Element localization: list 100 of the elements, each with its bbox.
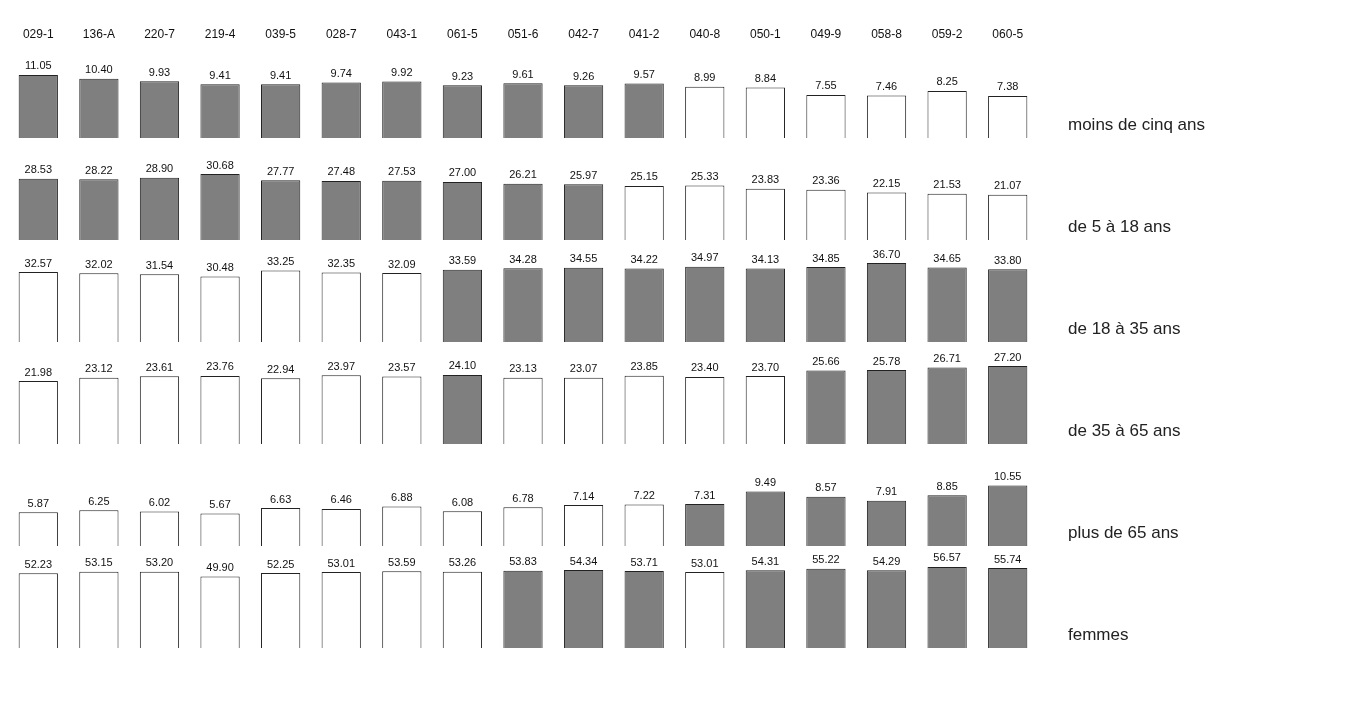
data-label: 6.63 [269, 492, 292, 505]
data-label: 5.67 [209, 498, 231, 511]
data-label: 53.26 [448, 556, 477, 569]
data-label: 7.14 [572, 489, 595, 502]
data-label: 6.88 [391, 491, 413, 504]
data-label: 8.57 [815, 481, 837, 494]
data-label: 52.23 [24, 557, 53, 570]
data-label: 26.71 [933, 351, 961, 364]
data-label: 33.80 [993, 253, 1022, 266]
data-label: 54.31 [751, 554, 780, 567]
data-label: 6.78 [512, 491, 534, 504]
data-label: 9.41 [209, 68, 231, 81]
data-label: 27.53 [388, 165, 416, 178]
data-label: 27.00 [448, 166, 477, 179]
text: moins de cinq ans [1068, 115, 1206, 135]
data-label: 32.09 [388, 257, 416, 270]
data-label: 21.98 [24, 365, 53, 378]
data-label: 34.85 [812, 251, 840, 264]
data-label: 25.78 [872, 354, 901, 367]
data-label: 54.34 [569, 554, 598, 567]
x-tick-label: 043-1 [386, 26, 418, 41]
data-label: 32.02 [85, 257, 113, 270]
text: de 18 à 35 ans [1068, 319, 1181, 339]
data-label: 33.25 [266, 255, 295, 268]
data-label: 53.83 [509, 555, 537, 568]
data-label: 34.28 [509, 252, 537, 265]
data-label: 5.87 [27, 496, 50, 509]
data-label: 9.93 [148, 65, 171, 78]
data-label: 23.13 [509, 362, 537, 375]
data-label: 53.71 [630, 555, 658, 568]
data-label: 31.54 [145, 258, 174, 271]
x-tick-label: 050-1 [750, 26, 782, 41]
text: de 35 à 65 ans [1068, 421, 1181, 441]
data-label: 6.46 [330, 493, 352, 506]
text: plus de 65 ans [1068, 523, 1179, 543]
data-label: 9.41 [269, 68, 292, 81]
text: femmes [1068, 625, 1129, 645]
data-label: 8.25 [936, 75, 958, 88]
data-label: 23.76 [206, 360, 234, 373]
data-label: 9.74 [330, 66, 352, 79]
data-label: 7.31 [694, 488, 716, 501]
data-label: 23.12 [85, 362, 113, 375]
data-label: 23.83 [751, 173, 780, 186]
x-tick-label: 028-7 [325, 26, 357, 41]
data-label: 9.92 [391, 65, 413, 78]
data-label: 25.15 [630, 170, 658, 183]
data-label: 22.94 [266, 362, 295, 375]
x-tick-label: 058-8 [871, 26, 903, 41]
data-label: 10.40 [85, 63, 113, 76]
data-label: 34.65 [933, 252, 961, 265]
x-tick-label: 051-6 [507, 26, 539, 41]
x-tick-label: 029-1 [22, 26, 54, 41]
data-label: 23.85 [630, 360, 658, 373]
text: de 5 à 18 ans [1068, 217, 1172, 237]
data-label: 33.59 [448, 254, 477, 267]
x-tick-label: 040-8 [689, 26, 721, 41]
data-label: 34.97 [691, 251, 719, 264]
data-label: 23.97 [327, 359, 355, 372]
data-label: 23.57 [388, 360, 416, 373]
data-label: 34.55 [569, 252, 598, 265]
data-label: 9.61 [512, 67, 534, 80]
data-label: 7.55 [815, 79, 837, 92]
data-label: 55.74 [993, 552, 1022, 565]
data-label: 30.48 [206, 261, 234, 273]
data-label: 23.40 [691, 361, 719, 374]
data-label: 30.68 [206, 158, 234, 171]
x-tick-label: 060-5 [992, 26, 1024, 41]
data-label: 53.59 [388, 555, 416, 568]
x-tick-label: 049-9 [810, 26, 842, 41]
data-label: 23.36 [812, 174, 840, 187]
data-label: 27.48 [327, 165, 355, 178]
data-label: 52.25 [266, 557, 295, 570]
data-label: 28.90 [145, 162, 174, 175]
x-tick-label: 059-2 [931, 26, 963, 41]
data-label: 56.57 [933, 551, 961, 564]
x-tick-label: 041-2 [628, 26, 660, 41]
x-tick-label: 061-5 [447, 26, 479, 41]
data-label: 7.22 [633, 489, 655, 502]
data-label: 6.08 [451, 495, 474, 508]
data-label: 32.57 [24, 256, 53, 269]
data-label: 23.70 [751, 360, 780, 373]
data-label: 36.70 [872, 247, 901, 260]
data-label: 7.46 [875, 79, 898, 92]
data-label: 34.13 [751, 253, 780, 266]
data-label: 7.38 [996, 80, 1019, 93]
data-label: 9.57 [633, 67, 655, 80]
data-label: 27.20 [993, 350, 1022, 363]
data-label: 49.90 [206, 561, 234, 574]
data-label: 34.22 [630, 252, 658, 265]
data-label: 8.84 [754, 72, 777, 85]
data-label: 21.53 [933, 178, 961, 191]
data-label: 25.66 [812, 354, 840, 367]
data-label: 23.07 [569, 362, 598, 375]
data-label: 9.26 [572, 69, 595, 82]
data-label: 54.29 [872, 554, 901, 567]
data-label: 28.53 [24, 163, 53, 176]
data-label: 10.55 [993, 470, 1022, 483]
x-tick-label: 219-4 [204, 26, 236, 41]
x-tick-label: 042-7 [568, 26, 600, 41]
data-label: 24.10 [448, 359, 477, 372]
